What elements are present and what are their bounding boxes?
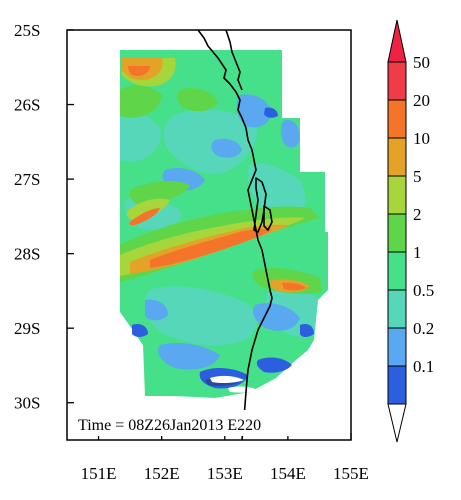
colorbar-label: 0.5 — [413, 281, 434, 300]
y-tick-label: 29S — [14, 319, 40, 338]
colorbar-top-arrow — [387, 19, 407, 63]
field-gap — [228, 386, 258, 393]
x-tick-label: 154E — [270, 464, 306, 483]
colorbar-label: 0.2 — [413, 319, 434, 338]
colorbar-bottom-arrow — [387, 403, 407, 443]
field-orange-patch — [282, 282, 306, 291]
y-tick-label: 28S — [14, 245, 40, 264]
time-label-bg — [72, 410, 340, 436]
colorbar-label: 2 — [413, 205, 422, 224]
y-tick-label: 25S — [14, 21, 40, 40]
x-tick-label: 152E — [144, 464, 180, 483]
y-tick-label: 26S — [14, 96, 40, 115]
colorbar-segment — [387, 213, 407, 253]
field-blue-patch — [211, 138, 242, 158]
colorbar-label: 5 — [413, 167, 422, 186]
colorbar-label: 0.1 — [413, 357, 434, 376]
field-darkblue-patch — [300, 324, 314, 337]
field-gap — [210, 375, 244, 384]
colorbar-segment — [387, 251, 407, 291]
coastline-island — [263, 205, 273, 231]
field-green-band — [129, 180, 190, 206]
coastline-mainland — [197, 29, 273, 441]
field-blue-patch — [158, 343, 220, 370]
field-darkblue-patch — [132, 324, 148, 337]
field-darkblue-patch — [264, 107, 278, 118]
field-teal-zone — [144, 286, 257, 346]
colorbar-segment — [387, 99, 407, 139]
x-axis: 151E 152E 153E 154E 155E — [81, 433, 369, 483]
field-blue-patch — [253, 303, 300, 331]
x-tick-label: 155E — [333, 464, 369, 483]
colorbar-segment — [387, 289, 407, 329]
y-axis: 25S 26S 27S 28S 29S 30S — [14, 21, 74, 413]
coastline — [197, 29, 273, 441]
colorbar-segment — [387, 137, 407, 177]
field-teal-zone — [120, 112, 161, 162]
colorbar-label: 10 — [413, 129, 430, 148]
coastline-north-inlet — [225, 29, 243, 91]
colorbar-label: 50 — [413, 53, 430, 72]
field-teal-zone — [247, 163, 306, 221]
field-orange-streak — [129, 208, 160, 226]
x-tick-label: 151E — [81, 464, 117, 483]
coastline-island — [253, 177, 267, 233]
colorbar-label: 1 — [413, 243, 422, 262]
colorbar-segment — [387, 175, 407, 215]
field-green-band — [176, 88, 218, 112]
colorbar-segment — [387, 365, 407, 405]
colorbar-segment — [387, 327, 407, 367]
field-blue-patch — [145, 299, 168, 321]
rainfall-field — [120, 50, 328, 398]
field-blue-patch — [280, 119, 300, 148]
colorbar-label: 20 — [413, 91, 430, 110]
field-teal-zone — [163, 109, 257, 174]
field-orange-band — [150, 228, 272, 268]
y-tick-label: 27S — [14, 170, 40, 189]
time-label: Time = 08Z26Jan2013 E220 — [78, 417, 261, 434]
x-tick-label: 153E — [207, 464, 243, 483]
field-green-band — [120, 85, 162, 118]
field-yellowgreen-patch — [126, 198, 170, 220]
field-blue-patch — [236, 94, 272, 128]
field-orange-band — [128, 66, 150, 76]
map-border — [66, 29, 352, 441]
field-darkblue-patch — [256, 357, 292, 373]
colorbar: 50 20 10 5 2 1 0.5 0.2 0.1 — [387, 19, 434, 443]
map-frame: 25S 26S 27S 28S 29S 30S 151E 152E 153E 154E 155E — [14, 21, 369, 483]
y-tick-label: 30S — [14, 394, 40, 413]
colorbar-segment — [387, 61, 407, 101]
